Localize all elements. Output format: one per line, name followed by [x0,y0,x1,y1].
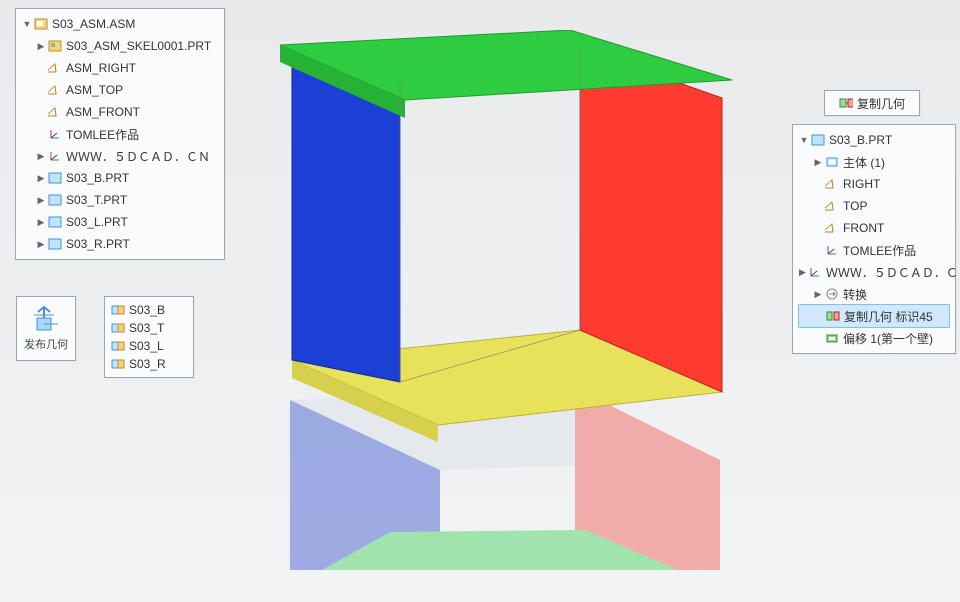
tree-item[interactable]: ▶ S03_T.PRT [22,189,218,211]
csys-icon [48,127,62,141]
tree-item[interactable]: TOMLEE作品 [22,123,218,145]
tree-label: ASM_FRONT [66,105,140,119]
datum-icon [48,105,62,119]
tree-label: S03_ASM_SKEL0001.PRT [66,39,211,53]
tree-label: TOMLEE作品 [66,126,139,143]
part-icon [48,237,62,251]
tree-item[interactable]: ▶ S03_L.PRT [22,211,218,233]
expander-icon[interactable]: ▶ [36,151,46,161]
publish-geom-icon [32,306,60,334]
expander-icon[interactable]: ▶ [36,217,46,227]
tree-label: S03_ASM.ASM [52,17,135,31]
datum-icon [48,83,62,97]
tree-item[interactable]: ▶ 转换 [799,283,949,305]
tree-item[interactable]: ASM_FRONT [22,101,218,123]
tree-label: ＷＷＷ．５ＤＣＡＤ．ＣＮ [66,148,210,165]
expander-icon[interactable]: ▶ [36,41,46,51]
refs-panel: S03_B S03_T S03_L S03_R [104,296,194,378]
tree-label: S03_L.PRT [66,215,128,229]
tree-item[interactable]: TOP [799,195,949,217]
convert-icon [825,287,839,301]
tree-label: 偏移 1(第一个壁) [843,330,933,347]
cad-viewport[interactable]: ▼ S03_ASM.ASM ▶ S03_ASM_SKEL0001.PRT ASM_R… [0,0,960,602]
publish-geom-label: 发布几何 [24,336,68,352]
ref-label: S03_L [129,339,164,353]
csys-icon [48,149,62,163]
tree-label: S03_R.PRT [66,237,130,251]
model-tree-panel: ▼ S03_ASM.ASM ▶ S03_ASM_SKEL0001.PRT ASM_R… [15,8,225,260]
ref-item[interactable]: S03_L [111,337,187,355]
tree-label: ＷＷＷ．５ＤＣＡＤ．ＣＮ [826,264,960,281]
tree-label: FRONT [843,221,884,235]
copy-geom-label: 复制几何 [857,95,905,112]
tree-item[interactable]: ▶ S03_R.PRT [22,233,218,255]
csys-icon [825,243,839,257]
publish-geom-panel[interactable]: 发布几何 [16,296,76,361]
expander-icon[interactable]: ▶ [36,239,46,249]
body-icon [825,155,839,169]
tree-root[interactable]: ▼ S03_ASM.ASM [22,13,218,35]
tree-item[interactable]: ▶ S03_B.PRT [22,167,218,189]
tree-label: S03_B.PRT [829,133,892,147]
ref-item[interactable]: S03_B [111,301,187,319]
tree-item[interactable]: TOMLEE作品 [799,239,949,261]
part-icon [48,215,62,229]
asm-icon [34,17,48,31]
tree-label: TOMLEE作品 [843,242,916,259]
part-tree-panel: ▼ S03_B.PRT ▶ 主体 (1) RIGHT TOP FRONT TOMLEE作品… [792,124,956,354]
tree-label: 复制几何 标识45 [844,308,933,325]
tree-root[interactable]: ▼ S03_B.PRT [799,129,949,151]
offset-icon [825,331,839,345]
part-icon [811,133,825,147]
expander-icon[interactable]: ▼ [799,135,809,145]
datum-icon [825,199,839,213]
ref-icon [111,357,125,371]
tree-item[interactable]: ▶ 主体 (1) [799,151,949,173]
tree-label: S03_B.PRT [66,171,129,185]
csys-icon [808,265,822,279]
tree-item[interactable]: ▶ S03_ASM_SKEL0001.PRT [22,35,218,57]
copygeom-icon [826,309,840,323]
tree-label: RIGHT [843,177,880,191]
copy-geom-icon [839,96,853,110]
tree-label: TOP [843,199,867,213]
tree-item[interactable]: ASM_RIGHT [22,57,218,79]
expander-icon[interactable]: ▶ [813,289,823,299]
part-icon [48,193,62,207]
ref-label: S03_T [129,321,164,335]
tree-item[interactable]: RIGHT [799,173,949,195]
ref-icon [111,321,125,335]
tree-label: ASM_RIGHT [66,61,136,75]
expander-icon[interactable]: ▶ [36,195,46,205]
ref-icon [111,339,125,353]
tree-label: S03_T.PRT [66,193,127,207]
prt-icon [48,39,62,53]
tree-label: 转换 [843,286,867,303]
tree-item[interactable]: 复制几何 标识45 [798,304,950,328]
expander-icon[interactable]: ▼ [22,19,32,29]
expander-icon[interactable]: ▶ [36,173,46,183]
part-icon [48,171,62,185]
datum-icon [825,177,839,191]
datum-icon [825,221,839,235]
ref-item[interactable]: S03_T [111,319,187,337]
tree-item[interactable]: FRONT [799,217,949,239]
datum-icon [48,61,62,75]
tree-item[interactable]: ▶ ＷＷＷ．５ＤＣＡＤ．ＣＮ [22,145,218,167]
tree-label: 主体 (1) [843,154,885,171]
expander-icon[interactable]: ▶ [813,157,823,167]
tree-item[interactable]: ▶ＷＷＷ．５ＤＣＡＤ．ＣＮ [799,261,949,283]
expander-icon[interactable]: ▶ [799,267,806,277]
model-3d [270,30,740,570]
ref-label: S03_R [129,357,166,371]
tree-item[interactable]: 偏移 1(第一个壁) [799,327,949,349]
ref-item[interactable]: S03_R [111,355,187,373]
copy-geom-button[interactable]: 复制几何 [824,90,920,116]
ref-icon [111,303,125,317]
tree-label: ASM_TOP [66,83,123,97]
tree-item[interactable]: ASM_TOP [22,79,218,101]
ref-label: S03_B [129,303,165,317]
